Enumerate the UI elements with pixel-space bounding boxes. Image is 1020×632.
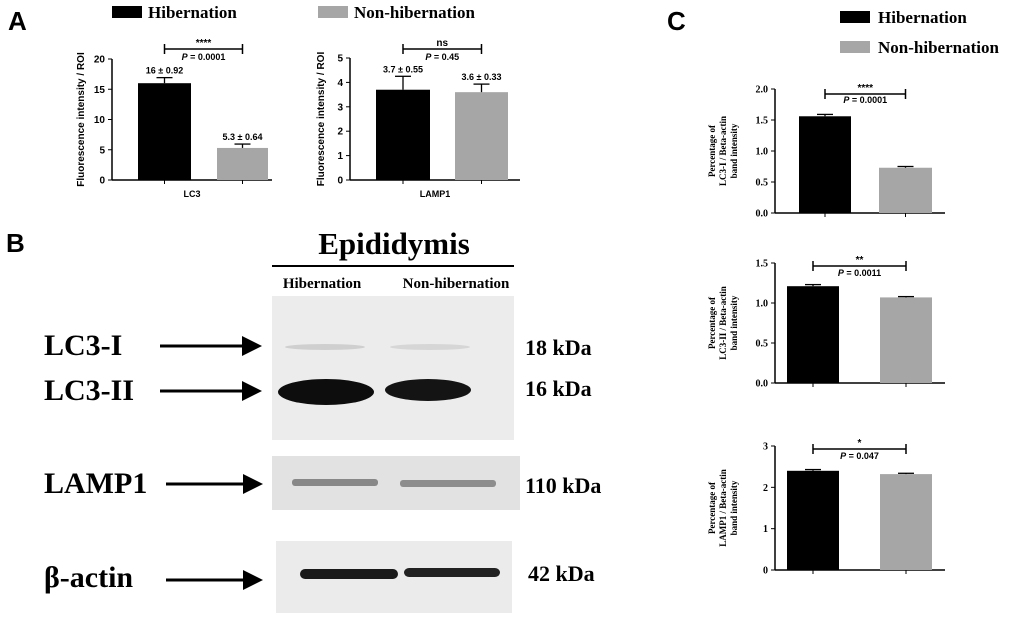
- y-tick-label: 15: [94, 85, 106, 96]
- value-label: 3.6 ± 0.33: [462, 72, 502, 82]
- bar-non-hibernation: [217, 147, 268, 180]
- legend-a-label-non-hibernation: Non-hibernation: [354, 3, 475, 22]
- blot-title: Epididymis: [318, 226, 470, 261]
- significance-stars: ns: [436, 38, 448, 49]
- blot-col-hibernation: Hibernation: [283, 276, 362, 292]
- y-axis-label: Percentage ofLC3-II / Beta-actinband int…: [707, 286, 739, 360]
- y-axis-label: Percentage ofLC3-I / Beta-actinband inte…: [707, 116, 739, 186]
- blot-band-lamp1-hibernation: [292, 479, 378, 486]
- chart-lc3-i-band: 0.0 0.5 1.0 1.5 2.0 ****P = 0.0001 Percentage …: [707, 83, 945, 220]
- significance-stars: **: [856, 255, 864, 266]
- p-value: P = 0.45: [425, 52, 459, 62]
- blot-band-lc3-ii-hibernation: [278, 379, 374, 405]
- value-label: 3.7 ± 0.55: [383, 64, 423, 74]
- legend-a: Hibernation Non-hibernation: [112, 3, 475, 22]
- blot-label-lc3-i: LC3-I: [44, 329, 122, 362]
- blot-label-lc3-ii: LC3-II: [44, 374, 134, 407]
- y-tick-label: 0: [99, 176, 105, 187]
- bar-hibernation: [787, 470, 839, 570]
- y-axis-label: Fluorescence intensity / ROI: [316, 52, 327, 187]
- panel-letter-a: A: [8, 6, 27, 36]
- legend-c: Hibernation Non-hibernation: [840, 8, 999, 57]
- blot-band-lc3-i-hibernation: [285, 344, 365, 350]
- y-tick-label: 0.0: [756, 209, 769, 220]
- blot-label-lamp1: LAMP1: [44, 467, 147, 500]
- y-tick-label: 4: [337, 78, 343, 89]
- chart-lc3-ii-band: 0.0 0.5 1.0 1.5 ** P = 0.0011 Percentage ofLC3…: [707, 255, 945, 390]
- bar-hibernation: [787, 286, 839, 383]
- legend-c-label-non-hibernation: Non-hibernation: [878, 38, 999, 57]
- arrow-beta-actin-icon: [166, 570, 263, 590]
- bar-hibernation: [138, 83, 191, 180]
- significance-stars: ****: [857, 83, 873, 94]
- western-blot: Epididymis Hibernation Non-hibernation L…: [44, 226, 601, 613]
- blot-kda-beta-actin: 42 kDa: [528, 561, 595, 586]
- legend-c-label-hibernation: Hibernation: [878, 8, 967, 27]
- y-tick-label: 1: [763, 524, 768, 535]
- y-tick-label: 0.5: [756, 178, 769, 189]
- y-tick-label: 0.5: [756, 339, 769, 350]
- blot-col-non-hibernation: Non-hibernation: [403, 276, 510, 292]
- y-tick-label: 1.0: [756, 147, 769, 158]
- bar-hibernation: [799, 116, 851, 213]
- value-label: 16 ± 0.92: [146, 66, 183, 76]
- y-tick-label: 1.0: [756, 299, 769, 310]
- legend-c-swatch-non-hibernation: [840, 41, 870, 53]
- p-value: P = 0.0011: [838, 268, 881, 278]
- blot-kda-lamp1: 110 kDa: [525, 473, 601, 498]
- blot-lc3-membrane: [272, 296, 514, 440]
- legend-c-swatch-hibernation: [840, 11, 870, 23]
- value-label: 5.3 ± 0.64: [223, 132, 263, 142]
- y-tick-label: 0: [763, 566, 768, 577]
- legend-a-swatch-hibernation: [112, 6, 142, 18]
- x-axis-label: LC3: [183, 189, 200, 199]
- chart-lc3-fluorescence: 0 5 10 15 20 16 ± 0.92 5.3 ± 0.64 **** P = 0.000…: [76, 38, 272, 199]
- p-value: P = 0.0001: [843, 95, 887, 105]
- y-tick-label: 0: [337, 176, 343, 187]
- blot-band-lamp1-non-hibernation: [400, 480, 496, 487]
- y-tick-label: 2: [337, 127, 343, 138]
- significance-stars: ****: [196, 38, 212, 49]
- blot-label-beta-actin: β-actin: [44, 561, 133, 594]
- y-tick-label: 5: [99, 145, 105, 156]
- panel-letter-b: B: [6, 228, 25, 258]
- y-tick-label: 2: [763, 483, 768, 494]
- arrow-lc3-i-icon: [160, 336, 262, 356]
- y-tick-label: 2.0: [756, 85, 769, 96]
- blot-band-lc3-ii-non-hibernation: [385, 379, 471, 401]
- blot-band-beta-actin-hibernation: [300, 569, 398, 579]
- y-tick-label: 3: [337, 102, 343, 113]
- y-tick-label: 1.5: [756, 116, 769, 127]
- chart-lamp1-band: 0 1 2 3 * P = 0.047 Percentage ofLAMP1 / Beta-…: [707, 438, 945, 577]
- legend-a-label-hibernation: Hibernation: [148, 3, 237, 22]
- y-tick-label: 1: [337, 151, 343, 162]
- arrow-lamp1-icon: [166, 474, 263, 494]
- y-tick-label: 3: [763, 442, 768, 453]
- p-value: P = 0.0001: [182, 52, 226, 62]
- panel-letter-c: C: [667, 6, 686, 36]
- bar-non-hibernation: [879, 167, 932, 213]
- bar-non-hibernation: [455, 92, 508, 180]
- x-axis-label: LAMP1: [420, 189, 451, 199]
- y-tick-label: 10: [94, 115, 106, 126]
- y-tick-label: 0.0: [756, 379, 769, 390]
- bar-non-hibernation: [880, 474, 932, 570]
- blot-band-lc3-i-non-hibernation: [390, 344, 470, 350]
- significance-stars: *: [858, 438, 862, 449]
- bar-hibernation: [376, 89, 430, 180]
- y-tick-label: 1.5: [756, 259, 769, 270]
- y-axis-label: Percentage ofLAMP1 / Beta-actinband inte…: [707, 469, 739, 546]
- blot-band-beta-actin-non-hibernation: [404, 568, 500, 577]
- chart-lamp1-fluorescence: 0 1 2 3 4 5 3.7 ± 0.55 3.6 ± 0.33 ns P = 0.45 Fluo…: [316, 38, 520, 199]
- blot-kda-lc3-ii: 16 kDa: [525, 376, 592, 401]
- legend-a-swatch-non-hibernation: [318, 6, 348, 18]
- y-tick-label: 5: [337, 54, 343, 65]
- bar-non-hibernation: [880, 297, 932, 383]
- y-tick-label: 20: [94, 55, 106, 66]
- arrow-lc3-ii-icon: [160, 381, 262, 401]
- y-axis-label: Fluorescence intensity / ROI: [76, 52, 87, 187]
- p-value: P = 0.047: [840, 451, 879, 461]
- blot-kda-lc3-i: 18 kDa: [525, 335, 592, 360]
